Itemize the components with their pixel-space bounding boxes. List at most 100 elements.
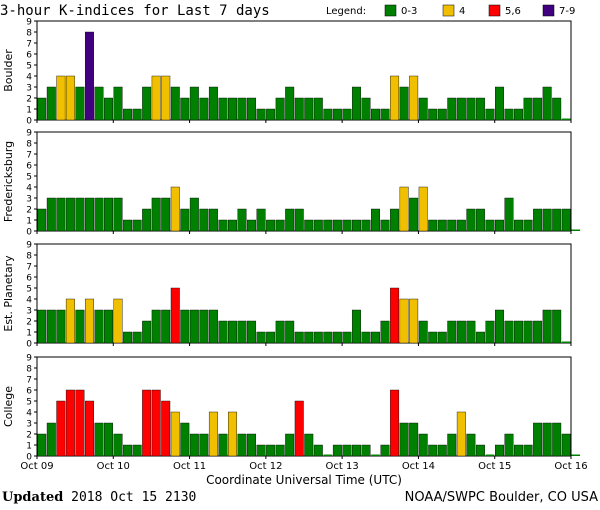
k-index-bar (552, 422, 562, 457)
x-tick-label: Oct 10 (97, 461, 130, 472)
k-index-bar (351, 309, 361, 344)
k-index-bar (285, 208, 295, 232)
k-index-bar (189, 86, 199, 121)
k-index-bar (304, 219, 314, 232)
x-tick-label: Oct 09 (20, 461, 53, 472)
k-index-bar (342, 108, 352, 121)
k-index-bar (533, 422, 543, 457)
k-index-bar (161, 400, 171, 457)
k-index-bar (428, 331, 438, 344)
k-index-bar (399, 298, 409, 344)
k-index-bar (495, 444, 504, 457)
y-tick-label: 2 (26, 206, 32, 216)
k-index-bar (113, 197, 123, 232)
k-index-bar (285, 86, 295, 121)
k-index-bar (180, 97, 190, 121)
k-index-bar (275, 320, 285, 344)
k-index-bar (351, 444, 361, 457)
k-index-bar (485, 108, 495, 121)
k-index-bar (228, 97, 237, 121)
k-index-bar (275, 444, 285, 457)
k-index-bar (256, 444, 266, 457)
legend-swatch-1 (384, 4, 397, 17)
k-index-bar (437, 331, 447, 344)
k-index-bar (218, 219, 228, 232)
y-tick-label: 9 (26, 354, 32, 364)
k-index-bar (313, 219, 323, 232)
k-index-bar (237, 433, 247, 457)
k-index-bar (151, 197, 161, 232)
x-tick-label: Oct 16 (554, 461, 587, 472)
k-index-bar (380, 320, 390, 344)
k-index-bar (418, 320, 428, 344)
k-index-bar (237, 97, 247, 121)
k-index-bar (418, 186, 428, 232)
y-tick-label: 9 (26, 241, 32, 251)
k-index-bar (371, 208, 380, 232)
k-index-bar (266, 108, 276, 121)
k-index-bar (161, 197, 171, 232)
k-index-bar (199, 208, 209, 232)
k-index-bar (523, 97, 533, 121)
k-index-bar (208, 208, 218, 232)
k-index-bar (332, 444, 342, 457)
k-index-bar (123, 108, 133, 121)
k-index-bar (428, 444, 438, 457)
panel-label-1: Boulder (2, 49, 15, 92)
updated-label: Updated (2, 490, 64, 505)
k-index-bar (552, 97, 562, 121)
x-tick-label: Oct 13 (326, 461, 359, 472)
y-tick-label: 2 (26, 95, 32, 105)
k-index-bar (351, 219, 361, 232)
k-index-bar (228, 219, 237, 232)
k-index-bar (75, 197, 85, 232)
legend-swatch-3 (488, 4, 501, 17)
k-index-bar (161, 309, 171, 344)
y-tick-label: 4 (26, 409, 32, 419)
legend-label-1: 0-3 (401, 6, 417, 17)
k-index-bar (170, 86, 180, 121)
y-tick-label: 1 (26, 442, 32, 452)
k-index-bar (342, 331, 352, 344)
k-index-bar (323, 454, 333, 456)
k-index-bar (37, 97, 47, 121)
k-index-bar (552, 309, 562, 344)
k-index-bar (418, 433, 428, 457)
k-index-bar (409, 298, 419, 344)
k-index-bar (170, 287, 180, 344)
k-index-bar (142, 320, 152, 344)
y-tick-label: 1 (26, 106, 32, 116)
k-index-bar (123, 444, 133, 457)
k-index-bar (475, 331, 485, 344)
k-index-bar (323, 108, 333, 121)
k-index-bar (332, 331, 342, 344)
k-index-bar (199, 309, 209, 344)
k-index-bar (132, 331, 142, 344)
k-index-bar (399, 86, 409, 121)
k-index-bar (256, 208, 266, 232)
y-tick-label: 0 (26, 228, 32, 238)
k-index-bar (466, 320, 476, 344)
k-index-bar (189, 433, 199, 457)
k-index-bar (447, 219, 457, 232)
updated-stamp: Updated 2018 Oct 15 2130 (2, 490, 196, 505)
x-axis-title: Coordinate Universal Time (UTC) (206, 473, 402, 487)
k-index-bar (399, 186, 409, 232)
k-index-bar (447, 97, 457, 121)
k-index-bar (304, 331, 314, 344)
k-index-bar (504, 433, 514, 457)
k-index-bar (399, 422, 409, 457)
k-index-bar (84, 298, 94, 344)
y-tick-label: 4 (26, 184, 32, 194)
k-index-bar (151, 75, 161, 121)
k-index-bar (285, 320, 295, 344)
k-index-bar (514, 108, 524, 121)
k-index-bar (285, 433, 295, 457)
k-index-bar (37, 309, 47, 344)
k-index-bar (218, 97, 228, 121)
k-index-bar (380, 108, 390, 121)
k-index-bar (504, 320, 514, 344)
k-index-bar (447, 320, 457, 344)
k-index-bar (542, 208, 552, 232)
k-index-bar (104, 422, 113, 457)
